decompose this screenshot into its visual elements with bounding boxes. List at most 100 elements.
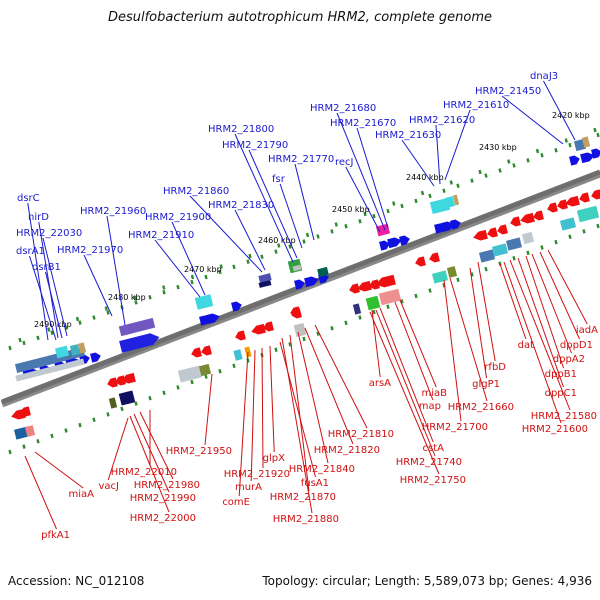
forward-leader-line (279, 183, 303, 249)
reverse-leader-line (531, 253, 572, 354)
reverse-leader-line (133, 413, 170, 493)
scale-label: 2480 kbp (108, 293, 146, 302)
forward-gene-label: HRM2_21970 (57, 245, 123, 256)
reverse-leader-line (379, 307, 434, 443)
forward-leader-line (83, 254, 113, 317)
track-tick (582, 229, 586, 234)
scale-label: 2460 kbp (258, 236, 296, 245)
reverse-gene-label: rfbD (484, 362, 506, 373)
track-tick (386, 208, 390, 214)
reverse-gene-arrow (520, 212, 535, 224)
reverse-leader-line (443, 279, 462, 422)
reverse-gene-arrow (510, 216, 521, 227)
forward-leader-line (234, 133, 294, 263)
reverse-leader-line (304, 327, 354, 445)
reverse-leader-line (547, 249, 588, 325)
reverse-gene-arrow (473, 229, 488, 241)
scale-label: 2450 kbp (332, 205, 370, 214)
reverse-gene-arrow (349, 283, 360, 294)
feature-box (505, 237, 523, 251)
track-tick (526, 158, 530, 163)
track-tick (22, 340, 26, 346)
track-tick (358, 218, 362, 224)
reverse-gene-label: HRM2_21920 (224, 469, 290, 480)
reverse-gene-arrow (497, 224, 508, 235)
track-tick (305, 232, 310, 238)
track-tick (414, 198, 418, 204)
track-tick (92, 315, 96, 320)
reverse-gene-label: HRM2_21700 (422, 422, 488, 433)
reverse-leader-line (539, 251, 580, 340)
track-tick (564, 138, 568, 143)
forward-gene-label: dsrA1 (16, 246, 45, 257)
reverse-leader-line (369, 311, 440, 475)
track-tick (190, 279, 194, 285)
feature-box (54, 345, 70, 359)
track-tick (8, 449, 12, 455)
feature-box (108, 397, 118, 409)
forward-leader-line (29, 255, 57, 341)
forward-gene-arrow (119, 333, 160, 353)
track-tick (302, 239, 306, 244)
forward-leader-line (189, 195, 263, 273)
track-tick (596, 223, 600, 229)
reverse-gene-arrow (591, 189, 600, 200)
track-tick (372, 309, 376, 315)
track-tick (78, 422, 82, 428)
reverse-gene-label: iadA (576, 325, 598, 336)
forward-gene-label: HRM2_21830 (208, 200, 274, 211)
track-tick (120, 406, 124, 412)
track-tick (302, 336, 306, 342)
forward-gene-label: HRM2_21910 (128, 230, 194, 241)
reverse-gene-label: HRM2_21990 (130, 493, 196, 504)
reverse-gene-label: HRM2_22000 (130, 513, 196, 524)
track-tick (190, 379, 194, 385)
track-tick (148, 295, 152, 300)
forward-gene-label: HRM2_21770 (268, 154, 334, 165)
track-tick (248, 253, 252, 259)
track-tick (260, 254, 264, 259)
reverse-leader-line (517, 257, 564, 388)
track-tick (204, 374, 208, 379)
track-tick (568, 142, 572, 148)
track-tick (392, 201, 396, 206)
scale-label: 2430 kbp (479, 143, 517, 152)
forward-gene-label: HRM2_21860 (163, 186, 229, 197)
forward-leader-line (234, 209, 266, 271)
reverse-gene-arrow (557, 199, 568, 210)
reverse-leader-line (34, 451, 84, 489)
forward-gene-label: HRM2_21610 (443, 100, 509, 111)
feature-box (559, 217, 577, 231)
reverse-gene-label: map (419, 401, 441, 412)
reverse-leader-line (509, 259, 571, 411)
track-tick (400, 203, 404, 209)
track-tick (334, 222, 338, 227)
track-tick (8, 345, 12, 351)
track-tick (246, 259, 250, 265)
track-tick (22, 444, 26, 449)
track-tick (386, 304, 390, 309)
track-tick (162, 390, 166, 396)
reverse-gene-label: glpX (263, 453, 285, 464)
track-tick (428, 193, 432, 199)
reverse-gene-label: cstA (423, 443, 445, 454)
track-tick (484, 266, 488, 272)
reverse-gene-label: dppC1 (545, 388, 577, 399)
forward-gene-arrow (379, 240, 390, 251)
reverse-gene-label: miaB (421, 388, 447, 399)
reverse-leader-line (499, 263, 527, 340)
reverse-leader-line (394, 301, 434, 401)
track-tick (176, 385, 180, 390)
reverse-gene-arrow (579, 192, 590, 203)
reverse-gene-label: HRM2_21810 (328, 429, 394, 440)
feature-box (444, 196, 456, 208)
track-tick (330, 326, 334, 331)
feature-box (69, 344, 81, 356)
track-tick (498, 168, 502, 173)
forward-gene-label: HRM2_22030 (16, 228, 82, 239)
forward-leader-line (38, 221, 59, 339)
reverse-gene-label: murA (235, 482, 262, 493)
reverse-gene-label: HRM2_21880 (273, 514, 339, 525)
track-tick (47, 327, 51, 332)
